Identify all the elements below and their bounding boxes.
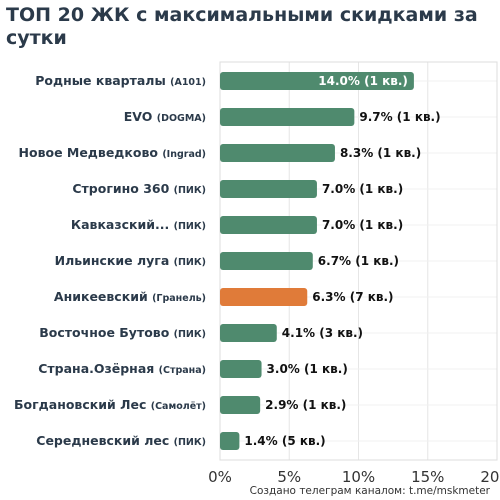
category-label: Середневский лес (ПИК) bbox=[36, 433, 206, 448]
category-label: Строгино 360 (ПИК) bbox=[72, 181, 206, 196]
bar bbox=[220, 72, 414, 90]
bar bbox=[220, 144, 335, 162]
data-label: 1.4% (5 кв.) bbox=[244, 434, 325, 448]
category-label: Ильинские луга (ПИК) bbox=[55, 253, 206, 268]
data-label: 14.0% (1 кв.) bbox=[318, 74, 408, 88]
x-tick-label: 5% bbox=[277, 468, 301, 486]
x-tick-label: 0% bbox=[208, 468, 232, 486]
x-tick-label: 10% bbox=[342, 468, 375, 486]
bar bbox=[220, 180, 317, 198]
data-label: 8.3% (1 кв.) bbox=[340, 146, 421, 160]
x-tick-label: 20% bbox=[480, 468, 500, 486]
bar bbox=[220, 288, 308, 306]
bar bbox=[220, 396, 261, 414]
data-label: 4.1% (3 кв.) bbox=[282, 326, 363, 340]
bar bbox=[220, 108, 355, 126]
data-label: 6.3% (7 кв.) bbox=[312, 290, 393, 304]
data-label: 9.7% (1 кв.) bbox=[359, 110, 440, 124]
data-label: 3.0% (1 кв.) bbox=[267, 362, 348, 376]
data-label: 7.0% (1 кв.) bbox=[322, 182, 403, 196]
category-label: Богдановский Лес (Самолёт) bbox=[14, 397, 206, 412]
data-label: 6.7% (1 кв.) bbox=[318, 254, 399, 268]
category-label: EVO (DOGMA) bbox=[124, 109, 206, 124]
footer-credit: Создано телеграм каналом: t.me/mskmeter bbox=[249, 485, 490, 497]
x-tick-label: 15% bbox=[411, 468, 444, 486]
bar bbox=[220, 216, 317, 234]
category-label: Родные кварталы (А101) bbox=[35, 73, 206, 88]
category-label: Аникеевский (Гранель) bbox=[54, 289, 206, 304]
category-label: Кавказский... (ПИК) bbox=[71, 217, 206, 232]
chart-title: ТОП 20 ЖК с максимальными скидками за су… bbox=[6, 4, 478, 49]
bar bbox=[220, 360, 262, 378]
bar bbox=[220, 324, 277, 342]
category-label: Страна.Озёрная (Страна) bbox=[38, 361, 206, 376]
category-label: Восточное Бутово (ПИК) bbox=[39, 325, 206, 340]
category-label: Новое Медведково (Ingrad) bbox=[19, 145, 206, 160]
data-label: 2.9% (1 кв.) bbox=[265, 398, 346, 412]
bar bbox=[220, 432, 240, 450]
data-label: 7.0% (1 кв.) bbox=[322, 218, 403, 232]
bar bbox=[220, 252, 313, 270]
